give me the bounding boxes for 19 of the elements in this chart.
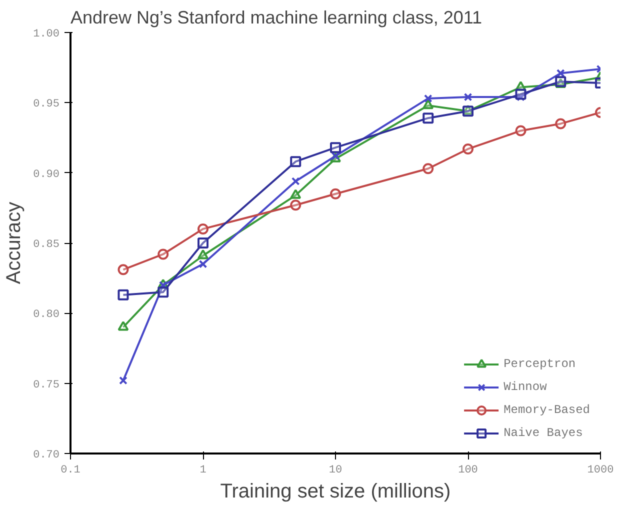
legend-label: Memory-Based xyxy=(504,403,590,417)
y-axis-title: Accuracy xyxy=(3,202,26,284)
y-tick-label: 0.90 xyxy=(33,168,60,181)
x-tick-label: 10 xyxy=(328,464,342,476)
x-tick-label: 1000 xyxy=(587,464,614,476)
legend-label: Perceptron xyxy=(504,357,576,371)
x-tick-label: 1 xyxy=(200,464,207,476)
legend-label: Naive Bayes xyxy=(504,426,583,440)
y-tick-label: 0.80 xyxy=(33,309,60,322)
chart-title: Andrew Ng’s Stanford machine learning class, 2011 xyxy=(70,8,482,28)
x-tick-label: 0.1 xyxy=(60,464,81,476)
y-tick-label: 1.00 xyxy=(33,28,60,40)
y-tick-label: 0.75 xyxy=(33,379,60,392)
y-tick-label: 0.95 xyxy=(33,98,60,111)
x-axis-title: Training set size (millions) xyxy=(220,480,451,502)
y-tick-label: 0.85 xyxy=(33,239,60,251)
legend-label: Winnow xyxy=(504,380,547,394)
x-tick-label: 100 xyxy=(458,464,478,476)
y-tick-label: 0.70 xyxy=(33,450,60,462)
